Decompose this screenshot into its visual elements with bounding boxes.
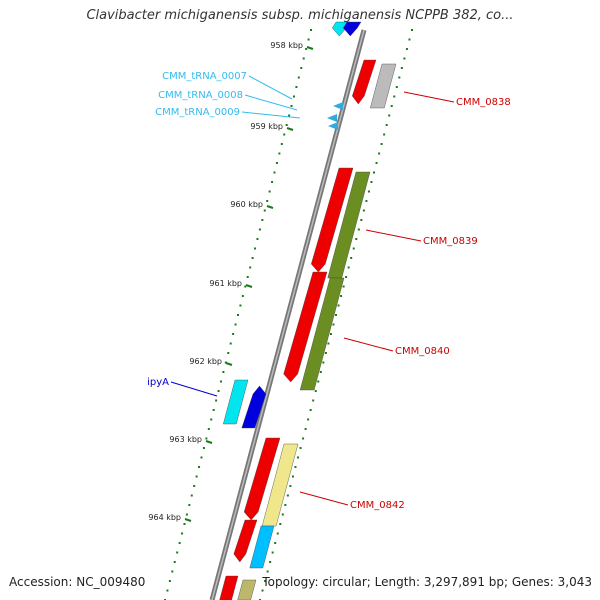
feature-label[interactable]: CMM_0840 [395,346,450,357]
feature-cds-ipya[interactable] [223,379,249,425]
feature-cog-lower-2[interactable] [237,579,257,600]
kbp-label: 961 kbp [209,279,242,288]
label-leader-line [343,337,394,352]
feature-cds-cmm0842[interactable] [243,437,281,521]
feature-label[interactable]: CMM_tRNA_0008 [158,90,243,101]
feature-cds-top-blue[interactable] [343,21,362,37]
feature-label[interactable]: CMM_0838 [456,97,511,108]
feature-label[interactable]: CMM_0839 [423,236,478,247]
feature-cds-cmm0838[interactable] [352,59,377,105]
feature-label[interactable]: CMM_tRNA_0009 [155,107,240,118]
feature-label[interactable]: CMM_0842 [350,500,405,511]
label-leader-line [248,75,293,100]
genome-summary-text: Topology: circular; Length: 3,297,891 bp… [262,575,592,589]
feature-cds-cmm0839[interactable] [311,167,354,273]
feature-cog-lower-1[interactable] [249,525,275,569]
feature-labels: CMM_tRNA_0007 CMM_tRNA_0008 CMM_tRNA_0009 C… [147,71,511,511]
label-leader-line [299,491,349,506]
kbp-tick [286,127,294,131]
feature-trna-7[interactable] [333,102,343,110]
features-layer [219,21,397,600]
kbp-tick [266,205,274,209]
map-title: Clavibacter michiganensis subsp. michiga… [86,8,514,23]
feature-cog-cmm0838[interactable] [370,63,397,109]
kbp-label: 963 kbp [169,435,202,444]
tick-rings [164,29,413,600]
kbp-label: 958 kbp [270,41,303,50]
kbp-tick [205,440,213,444]
feature-cds-cmm0840[interactable] [283,271,328,383]
genome-backbone-highlight [211,29,365,600]
label-leader-line [365,229,422,242]
feature-cog-ipya[interactable] [241,385,267,429]
kbp-tick [306,46,314,50]
feature-label[interactable]: CMM_tRNA_0007 [162,71,247,82]
label-leader-line [170,381,218,397]
accession-text: Accession: NC_009480 [9,575,146,589]
feature-trna-9[interactable] [328,122,338,130]
kbp-tick [245,284,253,288]
feature-cds-lower-1[interactable] [233,519,258,563]
kbp-label: 962 kbp [189,357,222,366]
kbp-axis: 958 kbp 959 kbp 960 kbp 961 kbp 962 kbp 963 k… [148,41,314,522]
kbp-label: 959 kbp [250,122,283,131]
kbp-label: 960 kbp [230,200,263,209]
feature-cog-cmm0842[interactable] [261,443,299,527]
feature-cds-lower-2[interactable] [219,575,239,600]
feature-trna-8[interactable] [327,114,337,122]
feature-label[interactable]: ipyA [147,377,169,388]
kbp-tick [225,362,233,366]
label-leader-line [241,111,301,119]
kbp-tick [184,518,192,522]
feature-cog-cmm0840[interactable] [299,277,345,391]
label-leader-line [244,94,298,111]
label-leader-line [403,91,455,103]
kbp-label: 964 kbp [148,513,181,522]
